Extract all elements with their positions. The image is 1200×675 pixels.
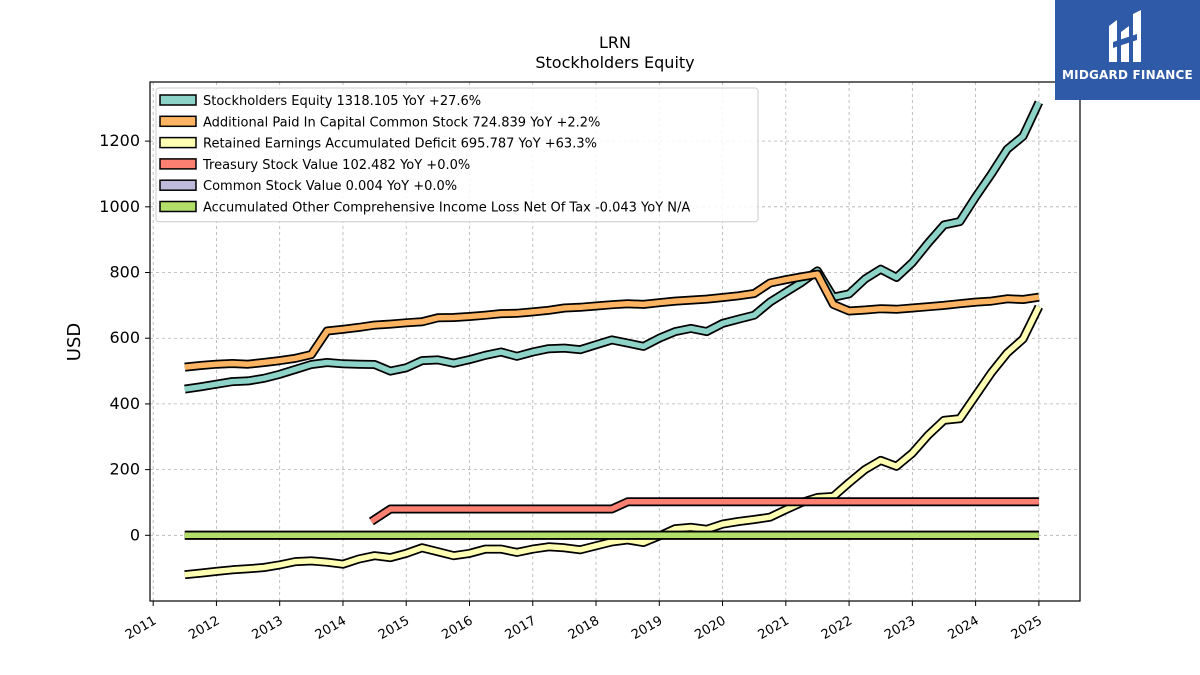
y-tick-label: 1000 — [99, 197, 140, 216]
legend-entry-3: Treasury Stock Value 102.482 YoY +0.0% — [202, 158, 470, 173]
series-line-2 — [184, 305, 1042, 578]
x-tick-label: 2013 — [250, 613, 286, 643]
legend-entry-1: Additional Paid In Capital Common Stock … — [203, 115, 600, 130]
logo-text: MIDGARD FINANCE — [1062, 68, 1193, 82]
legend-entry-5: Accumulated Other Comprehensive Income L… — [203, 201, 690, 216]
y-tick-label: 1200 — [99, 131, 140, 150]
x-tick-label: 2024 — [945, 613, 981, 643]
plot-frame — [149, 81, 1081, 602]
y-tick-label: 0 — [130, 525, 140, 544]
y-tick-label: 800 — [109, 263, 140, 282]
x-tick-label: 2021 — [756, 613, 792, 643]
legend-swatch-0 — [159, 94, 197, 106]
chart-title: LRN — [599, 33, 631, 52]
series-line-1 — [184, 271, 1040, 370]
series-layer — [184, 100, 1043, 580]
series-line-3 — [369, 499, 1039, 524]
x-tick-label: 2011 — [123, 613, 159, 643]
legend-swatch-3 — [159, 158, 197, 170]
legend-swatch-1 — [159, 115, 197, 128]
legend-swatch-4 — [159, 179, 197, 191]
x-tick-label: 2014 — [313, 613, 349, 643]
x-tick-label: 2025 — [1009, 613, 1045, 643]
chart-subtitle: Stockholders Equity — [535, 53, 694, 72]
x-tick-label: 2020 — [692, 613, 728, 643]
y-axis-label: USD — [64, 323, 85, 361]
legend: Stockholders Equity 1318.105 YoY +27.6% A… — [155, 87, 759, 223]
x-tick-label: 2023 — [882, 613, 918, 643]
x-tick-label: 2016 — [439, 613, 475, 643]
x-tick-label: 2012 — [186, 613, 222, 643]
legend-entry-0: Stockholders Equity 1318.105 YoY +27.6% — [203, 94, 481, 109]
x-axis: 2011 2012 2013 2014 2015 2016 2017 2018 2019 2020… — [123, 601, 1045, 643]
legend-swatch-2 — [159, 136, 197, 149]
x-tick-label: 2022 — [819, 613, 855, 643]
legend-box — [155, 87, 759, 223]
y-axis: 0 200 400 600 800 1000 1200 — [99, 131, 150, 544]
midgard-logo-icon — [1109, 10, 1141, 62]
x-tick-label: 2019 — [629, 613, 665, 643]
y-tick-label: 600 — [109, 328, 140, 347]
x-tick-label: 2015 — [376, 613, 412, 643]
y-tick-label: 200 — [109, 460, 140, 479]
x-tick-label: 2018 — [566, 613, 602, 643]
legend-entry-4: Common Stock Value 0.004 YoY +0.0% — [203, 179, 457, 194]
legend-swatch-5 — [159, 200, 197, 213]
series-line-0 — [184, 101, 1042, 392]
brand-logo: MIDGARD FINANCE — [1055, 0, 1200, 100]
y-tick-label: 400 — [109, 394, 140, 413]
legend-entry-2: Retained Earnings Accumulated Deficit 69… — [203, 137, 597, 152]
x-tick-label: 2017 — [503, 613, 539, 643]
